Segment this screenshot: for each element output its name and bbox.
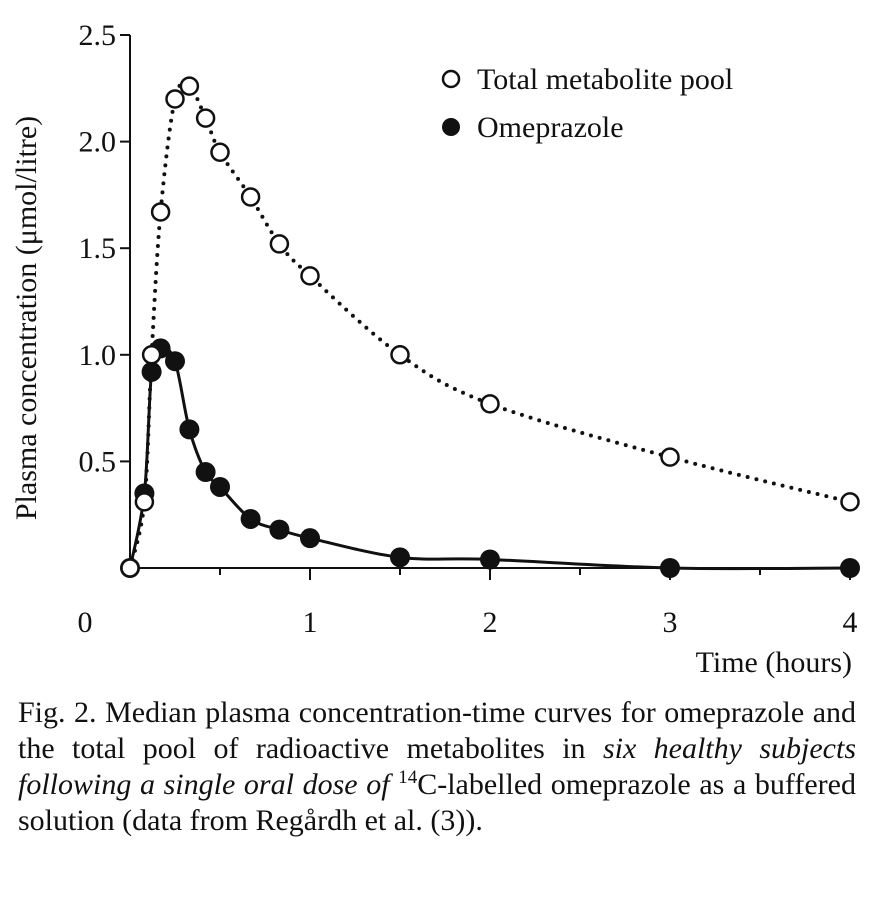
caption-text-1: Median plasma concentration-time curves … xyxy=(18,696,857,765)
omeprazole-data-point xyxy=(240,508,261,529)
omeprazole-data-point xyxy=(210,476,230,497)
total-metabolite-data-point xyxy=(210,142,230,163)
y-tick-label: 1.5 xyxy=(79,232,117,265)
legend-open-circle-marker xyxy=(441,69,461,89)
legend-label-omeprazole: Omeprazole xyxy=(477,111,624,144)
total-metabolite-data-point xyxy=(840,492,860,512)
y-tick-label: 1.0 xyxy=(79,339,117,372)
total-metabolite-data-point xyxy=(179,76,200,96)
x-axis-ticks: 0 1 2 3 4 xyxy=(78,568,858,639)
caption-text-2 xyxy=(390,768,399,801)
x-tick-label: 0 xyxy=(78,606,93,639)
total-metabolite-data-point xyxy=(300,266,320,286)
omeprazole-data-point xyxy=(480,549,500,570)
total-metabolite-data-point xyxy=(165,89,185,109)
omeprazole-data-point xyxy=(269,519,290,540)
x-tick-label: 4 xyxy=(843,606,858,639)
y-axis-label: Plasma concentration (μmol/litre) xyxy=(10,116,43,520)
total-metabolite-data-point xyxy=(141,345,162,365)
x-axis-label: Time (hours) xyxy=(696,646,852,679)
caption-text-3: C-labelled omeprazole as a buffered solu… xyxy=(18,768,856,837)
total-metabolite-data-point xyxy=(480,394,500,414)
concentration-time-chart: 0 1 2 3 4 0.5 1.0 1.5 2.0 2.5 Plasma concentrati… xyxy=(10,19,860,679)
total-metabolite-data-point xyxy=(120,558,140,578)
series-line-omeprazole xyxy=(128,346,851,571)
x-tick-label: 3 xyxy=(663,606,678,639)
figure-caption: Fig. 2. Median plasma concentration-time… xyxy=(18,695,856,839)
total-metabolite-data-point xyxy=(390,345,410,365)
total-metabolite-data-point xyxy=(150,202,171,222)
omeprazole-data-point xyxy=(660,558,680,578)
y-tick-label: 2.0 xyxy=(79,126,117,159)
total-metabolite-data-point xyxy=(240,187,261,207)
series-lines xyxy=(128,81,852,571)
omeprazole-data-point xyxy=(300,528,320,549)
omeprazole-data-point xyxy=(141,361,162,382)
y-tick-label: 0.5 xyxy=(79,445,117,478)
x-tick-label: 1 xyxy=(303,606,318,639)
omeprazole-data-point xyxy=(390,547,410,568)
total-metabolite-data-point xyxy=(134,492,155,512)
total-metabolite-data-point xyxy=(195,108,216,128)
legend-filled-circle-marker xyxy=(442,118,460,136)
figure-label: Fig. 2. xyxy=(18,696,97,729)
legend-label-total-metabolite-pool: Total metabolite pool xyxy=(477,63,733,96)
omeprazole-data-point xyxy=(165,351,185,372)
omeprazole-data-point xyxy=(179,419,200,440)
omeprazole-data-point xyxy=(840,558,860,578)
caption-text-italic: six healthy subjects following a single … xyxy=(18,732,856,801)
x-tick-label: 2 xyxy=(483,606,498,639)
y-tick-label: 2.5 xyxy=(79,19,117,52)
series-markers xyxy=(120,76,860,578)
total-metabolite-data-point xyxy=(269,234,290,254)
chart-legend: Total metabolite pool Omeprazole xyxy=(441,63,733,144)
total-metabolite-data-point xyxy=(660,447,680,467)
y-axis-ticks: 0.5 1.0 1.5 2.0 2.5 xyxy=(79,19,130,478)
caption-superscript: 14 xyxy=(398,767,418,788)
series-line-total-metabolite-pool xyxy=(128,81,852,570)
omeprazole-data-point xyxy=(195,462,216,483)
